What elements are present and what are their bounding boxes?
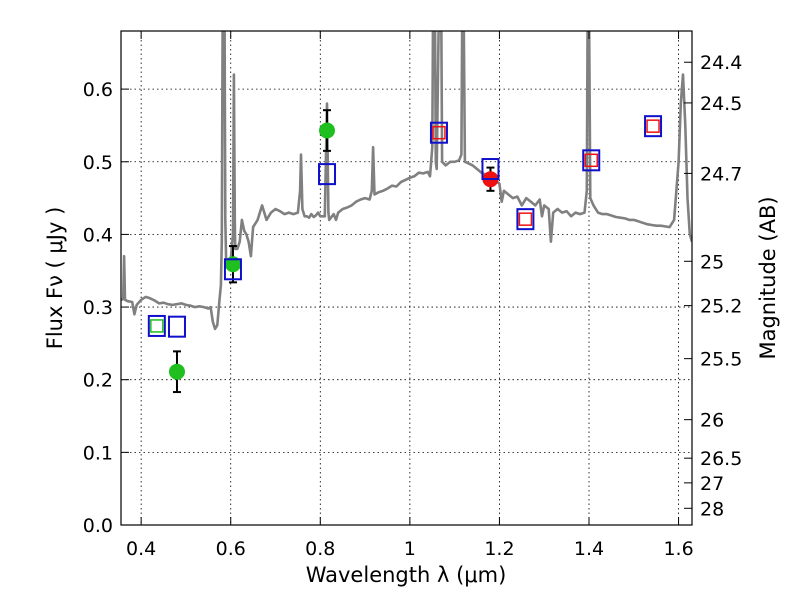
- y-tick-label: 0.6: [83, 79, 113, 101]
- observed-photometry-point: [319, 122, 336, 139]
- y-tick-label: 0.1: [83, 442, 113, 464]
- plot-frame: [120, 30, 693, 526]
- y-tick-label: 0.3: [83, 297, 113, 319]
- observed-photometry-point: [168, 363, 185, 380]
- magnitude-tick-label: 24.4: [700, 52, 742, 74]
- axis-ticks: 0.4 0.6 0.8 1 1.2 1.4 1.6 0.0 0.1 0.2 0.3 0.4 0.5 0.6…: [83, 31, 742, 560]
- model-sed-line: [121, 31, 692, 331]
- x-tick-label: 0.4: [126, 538, 156, 560]
- x-tick-label: 1: [404, 538, 416, 560]
- inner-photometry-square: [432, 125, 446, 140]
- model-photometry-square: [167, 315, 186, 338]
- x-tick-label: 1.2: [484, 538, 514, 560]
- inner-photometry-square: [646, 119, 660, 133]
- y-tick-label: 0.2: [83, 370, 113, 392]
- magnitude-tick-label: 26.5: [700, 448, 742, 470]
- x-tick-label: 0.6: [216, 538, 246, 560]
- magnitude-tick-label: 24.5: [700, 93, 742, 115]
- model-photometry-square: [223, 258, 242, 281]
- inner-photometry-square: [518, 212, 533, 226]
- x-axis-label: Wavelength λ (μm): [306, 563, 507, 587]
- model-photometry-square: [582, 149, 601, 172]
- magnitude-tick-label: 27: [700, 473, 724, 495]
- inner-photometry-square: [584, 153, 598, 168]
- magnitude-tick-label: 25.2: [700, 296, 742, 318]
- model-photometry-square: [516, 208, 535, 231]
- magnitude-tick-label: 28: [700, 498, 724, 520]
- magnitude-tick-label: 25.5: [700, 349, 742, 371]
- x-tick-label: 1.4: [574, 538, 604, 560]
- model-photometry-square: [481, 158, 500, 181]
- model-photometry-square: [644, 115, 663, 138]
- x-tick-label: 1.6: [663, 538, 693, 560]
- y-axis-label: Flux Fν ( μJy ): [43, 207, 67, 350]
- y-tick-label: 0.4: [83, 224, 113, 246]
- model-photometry-square: [147, 314, 166, 337]
- magnitude-tick-label: 25: [700, 251, 724, 273]
- inner-photometry-square: [150, 319, 164, 333]
- magnitude-tick-label: 26: [700, 410, 724, 432]
- y-tick-label: 0.5: [83, 152, 113, 174]
- x-tick-label: 0.8: [305, 538, 335, 560]
- model-photometry-square: [318, 163, 337, 186]
- magnitude-tick-label: 24.7: [700, 163, 742, 185]
- magnitude-axis-label: Magnitude (AB): [756, 196, 780, 359]
- grid-lines: [121, 31, 692, 526]
- photometry-markers: [147, 109, 663, 394]
- model-photometry-square: [429, 121, 448, 144]
- y-tick-label: 0.0: [83, 515, 113, 537]
